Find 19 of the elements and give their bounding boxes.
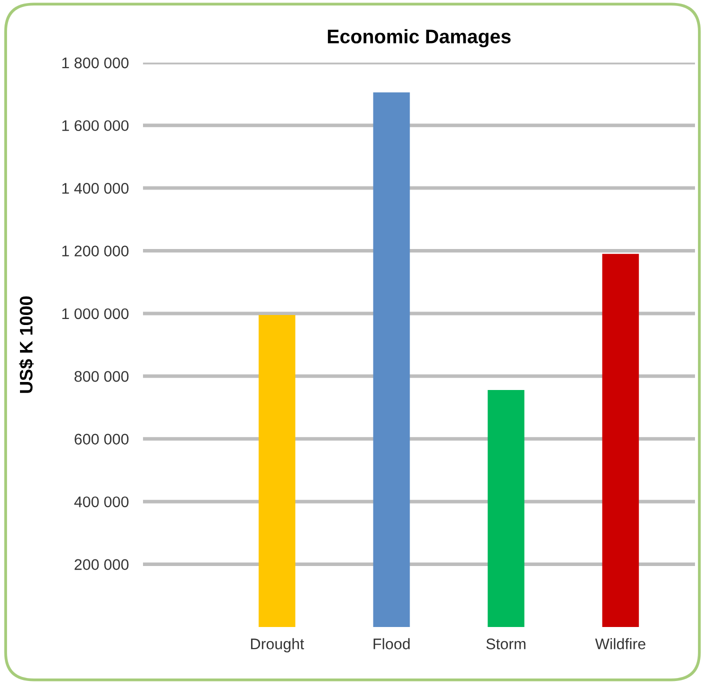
- y-tick-label: 200 000: [74, 559, 129, 570]
- x-tick-label: Wildfire: [595, 638, 646, 650]
- y-tick-label: 1 000 000: [62, 308, 129, 320]
- y-tick-label: 1 800 000: [62, 58, 129, 68]
- y-tick-label: 1 600 000: [62, 120, 129, 132]
- y-tick-label: 400 000: [74, 496, 129, 508]
- y-axis-title: US$ K 1000: [19, 296, 34, 393]
- x-tick-label: Storm: [486, 638, 526, 650]
- x-tick-label: Flood: [374, 638, 410, 650]
- bar: [602, 254, 639, 627]
- y-tick-label: 600 000: [74, 434, 129, 445]
- x-tick-label: Drought: [251, 638, 304, 652]
- y-tick-label: 800 000: [74, 371, 129, 382]
- y-tick-label: 1 200 000: [62, 246, 129, 256]
- y-tick-label: 1 400 000: [62, 182, 129, 194]
- bar: [258, 315, 296, 627]
- bar: [373, 92, 410, 627]
- chart-title: Economic Damages: [328, 29, 511, 48]
- bar: [488, 390, 524, 627]
